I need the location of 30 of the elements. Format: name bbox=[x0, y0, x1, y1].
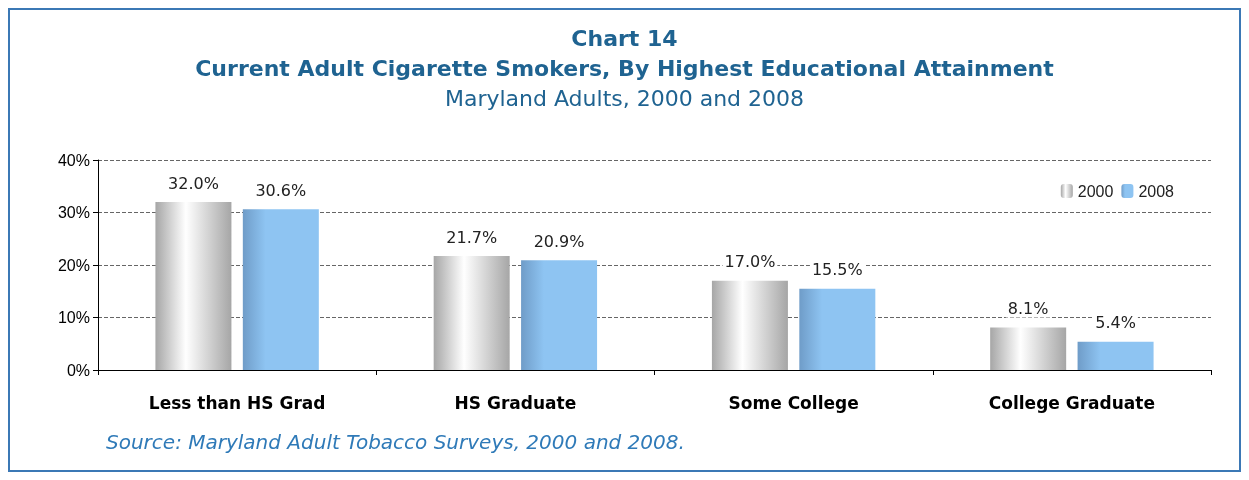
y-tick-label: 0% bbox=[66, 361, 90, 379]
bar bbox=[433, 256, 510, 370]
data-label: 20.9% bbox=[533, 231, 585, 251]
x-tick-label: College Graduate bbox=[988, 392, 1155, 413]
data-label: 30.6% bbox=[255, 180, 307, 200]
bar bbox=[990, 327, 1067, 370]
data-label: 8.1% bbox=[1007, 298, 1049, 318]
bar bbox=[1077, 341, 1154, 370]
y-tick-label: 10% bbox=[57, 309, 90, 326]
data-label: 5.4% bbox=[1095, 313, 1136, 333]
x-tick-label: Less than HS Grad bbox=[148, 392, 326, 413]
bar bbox=[711, 280, 788, 370]
chart-title: Chart 14 Current Adult Cigarette Smokers, By Highest Educational Attainment bbox=[195, 25, 1055, 81]
data-label: 17.0% bbox=[724, 252, 776, 272]
y-tick-label: 30% bbox=[57, 204, 90, 221]
bar bbox=[242, 209, 319, 370]
bar bbox=[155, 202, 232, 370]
bar bbox=[521, 260, 598, 370]
bar bbox=[799, 288, 876, 370]
y-tick-label: 20% bbox=[57, 256, 90, 274]
source-note: Source: Maryland Adult Tobacco Surveys, 2000 and 2008. bbox=[106, 430, 685, 454]
data-label: 15.5% bbox=[811, 260, 863, 280]
y-tick-label: 40% bbox=[57, 151, 90, 169]
data-label: 21.7% bbox=[446, 227, 498, 247]
legend-label: 2008 bbox=[1138, 182, 1175, 200]
x-tick-label: Some College bbox=[728, 392, 859, 413]
x-tick-label: HS Graduate bbox=[454, 392, 577, 413]
legend-label: 2000 bbox=[1077, 182, 1114, 200]
chart-subtitle: Maryland Adults, 2000 and 2008 bbox=[444, 85, 805, 111]
data-label: 32.0% bbox=[168, 173, 219, 193]
